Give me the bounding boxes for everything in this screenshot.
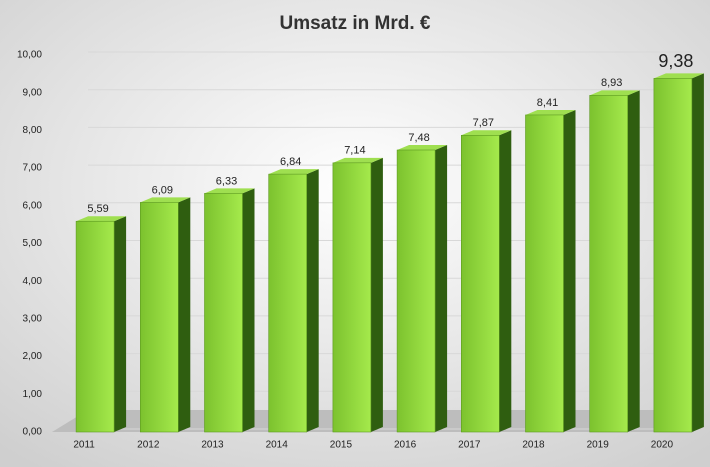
x-tick-label: 2016 [394, 440, 417, 451]
bar [396, 145, 448, 433]
x-tick-label: 2013 [201, 440, 224, 451]
y-tick-label: 0,00 [23, 427, 43, 438]
x-tick-label: 2020 [651, 440, 674, 451]
y-tick-label: 5,00 [23, 238, 43, 249]
x-tick-label: 2017 [458, 440, 481, 451]
value-label: 7,48 [408, 132, 429, 144]
value-label: 6,84 [280, 156, 301, 168]
bar-top [268, 169, 319, 175]
bar-top [140, 197, 191, 203]
bar-side [435, 145, 448, 432]
bar-front [589, 95, 629, 433]
bar-front [653, 78, 693, 433]
bar [653, 73, 704, 433]
bar-top [76, 216, 127, 222]
bar-side [242, 188, 255, 432]
bar-front [525, 114, 564, 433]
bar [332, 157, 383, 433]
y-tick-label: 10,00 [17, 50, 42, 61]
bar-front [460, 135, 500, 433]
x-tick-label: 2015 [330, 440, 353, 451]
x-tick-label: 2019 [587, 440, 610, 451]
y-tick-label: 3,00 [23, 314, 43, 325]
bar-top [332, 157, 383, 163]
bar-front [75, 220, 115, 433]
value-label: 7,14 [344, 145, 365, 157]
bar [75, 216, 127, 433]
bar-top [397, 145, 448, 151]
y-tick-label: 8,00 [23, 125, 43, 136]
bar-side [178, 197, 191, 432]
bar-side [306, 169, 319, 432]
bar-side [114, 216, 127, 432]
value-label: 6,09 [152, 184, 173, 196]
bar-top [525, 109, 576, 115]
bar [268, 169, 319, 433]
value-label: 9,38 [658, 51, 693, 71]
bar-side [627, 90, 640, 433]
value-label: 8,41 [537, 97, 558, 109]
bar-top [204, 188, 255, 194]
value-label: 8,93 [601, 77, 622, 89]
x-tick-label: 2011 [73, 440, 95, 451]
y-tick-label: 9,00 [23, 87, 43, 98]
x-tick-label: 2014 [266, 440, 289, 451]
bar-side [370, 157, 383, 432]
bar-front [268, 173, 308, 433]
bar-side [499, 130, 512, 432]
chart-title: Umsatz in Mrd. € [280, 13, 431, 34]
bar [589, 90, 640, 433]
bar-front [396, 149, 436, 433]
bar-top [461, 130, 512, 136]
y-tick-label: 1,00 [23, 389, 43, 400]
x-tick-label: 2012 [137, 440, 160, 451]
y-tick-label: 4,00 [23, 276, 43, 287]
y-tick-label: 6,00 [23, 200, 43, 211]
bar [204, 188, 255, 433]
bar [525, 109, 576, 433]
bar-front [204, 193, 243, 433]
value-label: 6,33 [216, 175, 237, 187]
bar-side [691, 73, 704, 433]
bar-front [140, 202, 179, 433]
x-tick-label: 2018 [522, 440, 545, 451]
value-label: 5,59 [87, 203, 108, 215]
bar-front [332, 162, 372, 433]
bar [460, 130, 512, 433]
bar-side [563, 109, 576, 433]
y-tick-label: 7,00 [23, 163, 43, 174]
bar [140, 197, 191, 433]
value-label: 7,87 [473, 117, 494, 129]
bar-top [589, 90, 640, 96]
bar-top [653, 73, 704, 79]
y-tick-label: 2,00 [23, 351, 43, 362]
